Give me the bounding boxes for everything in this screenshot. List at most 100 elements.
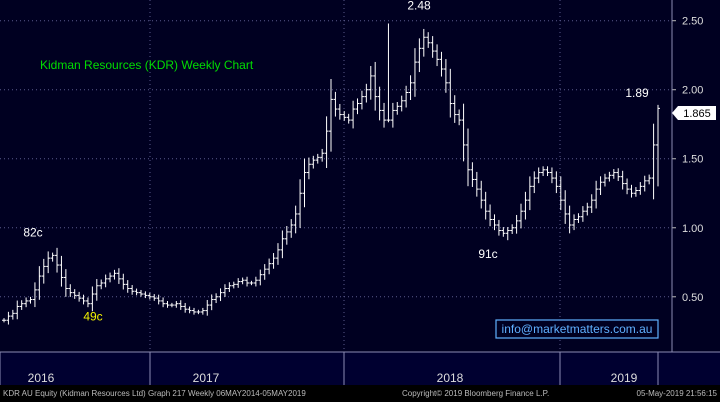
ohlc-bar [483,191,488,220]
ohlc-bar [536,167,541,184]
x-axis-band [0,352,720,385]
ohlc-bar [222,284,227,297]
ohlc-bar [616,168,621,181]
ohlc-bar [156,294,161,305]
x-tick-label: 2017 [193,371,220,385]
ohlc-bar [439,51,444,77]
ohlc-bar [209,294,214,311]
last-price-text: 1.865 [683,108,711,120]
ohlc-bar [161,297,166,308]
ohlc-bar [342,111,347,121]
ohlc-bar [196,309,201,315]
y-tick-label: 2.00 [682,85,703,97]
ohlc-bar [200,307,205,315]
annotations: 82c 49c 2.48 91c 1.89 [23,0,649,323]
ohlc-bar [611,169,616,179]
ohlc-bar [275,243,280,265]
annotation-label: 91c [478,247,497,261]
ohlc-bar [337,103,342,120]
ohlc-bar [6,311,11,325]
footer-timestamp: 05-May-2019 21:56:15 [636,389,718,398]
ohlc-bar [549,167,554,184]
ohlc-bar [138,289,143,297]
ohlc-bar [236,278,241,288]
x-tick-label: 2018 [437,371,464,385]
footer-security: KDR AU Equity (Kidman Resources Ltd) Gra… [3,389,306,398]
ohlc-bar [289,219,294,238]
ohlc-bar [390,102,395,128]
ohlc-bar [505,227,510,241]
ohlc-bar [364,83,369,103]
ohlc-bar [116,268,121,284]
ohlc-bar [205,299,210,316]
ohlc-bar [435,44,440,67]
ohlc-bar [412,48,417,97]
y-tick-label: 1.50 [682,154,703,166]
ohlc-bar [81,294,86,305]
ohlc-bar [386,23,391,123]
ohlc-bar [59,255,64,287]
footer-bar: KDR AU Equity (Kidman Resources Ltd) Gra… [0,385,720,402]
ohlc-bar [41,258,46,284]
ohlc-bar [280,230,285,259]
ohlc-bar [143,291,148,299]
ohlc-bar [108,272,113,283]
ohlc-bar [183,302,188,313]
ohlc-bar [510,224,515,235]
chart-svg: 82c 49c 2.48 91c 1.89 2.50 2.00 1.50 1.00 0.50 2… [0,0,720,385]
ohlc-bar [293,205,298,234]
ohlc-bar [474,171,479,197]
ohlc-bar [470,162,475,187]
y-tick-label: 1.00 [682,223,703,235]
ohlc-bar [426,32,431,48]
chart-title: Kidman Resources (KDR) Weekly Chart [40,58,254,72]
ohlc-bar [10,309,15,320]
ohlc-bar [501,227,506,237]
ohlc-bar [94,279,99,301]
watermark-box [495,319,659,339]
ohlc-bar [488,204,493,227]
ohlc-bar [231,281,236,289]
ohlc-bar [651,123,656,200]
ohlc-bar [395,102,400,115]
ohlc-bar [404,85,409,108]
ohlc-bar [240,277,245,285]
footer-copyright: Copyright© 2019 Bloomberg Finance L.P. [402,389,550,398]
annotation-label: 49c [83,309,102,323]
ohlc-bar [174,301,179,308]
ohlc-bar [50,252,55,262]
ohlc-bar [103,274,108,288]
ohlc-bar [408,75,413,101]
ohlc-bar [656,104,660,187]
ohlc-bar [430,36,435,58]
ohlc-bar [227,282,232,292]
ohlc-bar [519,203,524,229]
ohlc-bar [329,78,333,152]
ohlc-bar [563,190,568,224]
ohlc-bar [68,284,73,297]
ohlc-bar [302,158,307,208]
y-tick-label: 0.50 [682,292,703,304]
ohlc-bar [638,182,643,195]
ohlc-bar [165,301,170,308]
x-axis-ticks: 2016 2017 2018 2019 [0,352,659,385]
y-axis-ticks: 2.50 2.00 1.50 1.00 0.50 [672,16,703,304]
ohlc-bar [245,276,250,287]
ohlc-bar [125,280,130,293]
ohlc-bar [554,171,559,194]
ohlc-bar [377,86,382,121]
ohlc-bar [452,95,457,123]
y-tick-label: 2.50 [682,16,703,28]
ohlc-bar [99,279,104,290]
ohlc-bar [90,286,95,312]
ohlc-bar [271,253,276,269]
ohlc-bar [178,300,183,310]
ohlc-bar [147,292,152,300]
ohlc-bar [448,68,453,118]
ohlc-bar [355,98,360,115]
ohlc-bar [267,258,272,275]
ohlc-bar [130,285,135,295]
ohlc-bar [311,155,316,169]
ohlc-bar [496,219,501,236]
